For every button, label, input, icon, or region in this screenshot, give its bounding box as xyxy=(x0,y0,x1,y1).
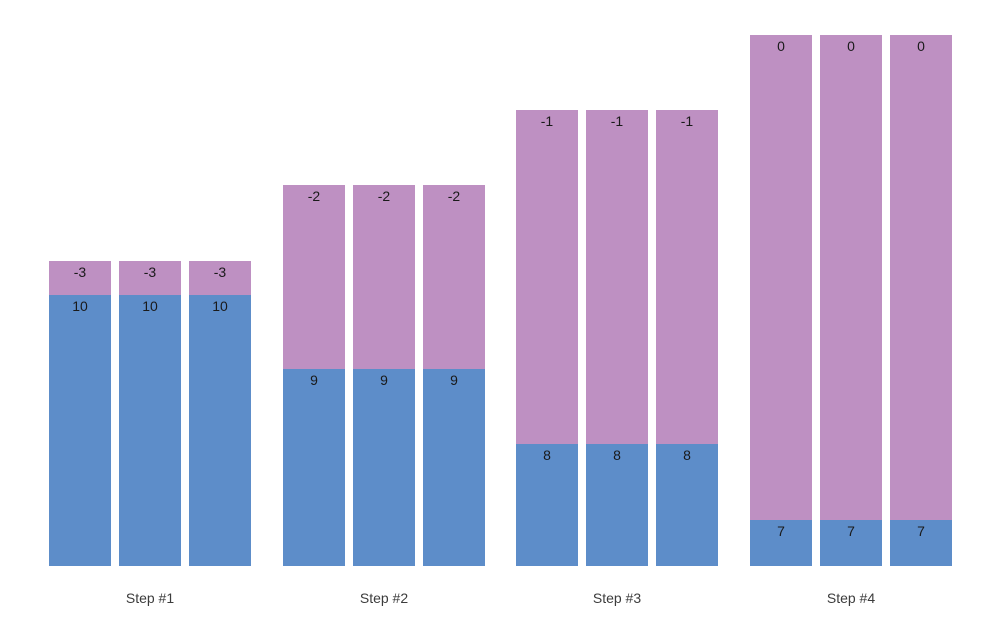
bar-lower-segment: 10 xyxy=(49,295,111,566)
lower-segment-value-label: 7 xyxy=(847,523,855,539)
bar-upper-segment: 0 xyxy=(820,35,882,520)
lower-segment-value-label: 7 xyxy=(777,523,785,539)
upper-segment-value-label: -1 xyxy=(680,113,694,129)
bar-lower-segment: 7 xyxy=(820,520,882,566)
bar-upper-segment: -2 xyxy=(353,185,415,369)
lower-segment-value-label: 10 xyxy=(142,298,158,314)
bar-lower-segment: 9 xyxy=(283,369,345,566)
bar-upper-segment: -3 xyxy=(49,261,111,295)
lower-segment-value-label: 8 xyxy=(543,447,551,463)
bar-lower-segment: 10 xyxy=(189,295,251,566)
x-category-label: Step #1 xyxy=(125,590,175,606)
x-category-label: Step #3 xyxy=(592,590,642,606)
bar-upper-segment: -2 xyxy=(423,185,485,369)
lower-segment-value-label: 8 xyxy=(613,447,621,463)
bar-upper-segment: -2 xyxy=(283,185,345,369)
bar-lower-segment: 8 xyxy=(656,444,718,566)
bar-lower-segment: 8 xyxy=(586,444,648,566)
bar-upper-segment: -1 xyxy=(656,110,718,444)
upper-segment-value-label: -2 xyxy=(447,188,461,204)
lower-segment-value-label: 9 xyxy=(310,372,318,388)
lower-segment-value-label: 7 xyxy=(917,523,925,539)
bar-lower-segment: 9 xyxy=(353,369,415,566)
bar-lower-segment: 10 xyxy=(119,295,181,566)
upper-segment-value-label: 0 xyxy=(847,38,855,54)
bar-lower-segment: 7 xyxy=(890,520,952,566)
upper-segment-value-label: -1 xyxy=(610,113,624,129)
upper-segment-value-label: 0 xyxy=(777,38,785,54)
lower-segment-value-label: 9 xyxy=(380,372,388,388)
bar-lower-segment: 8 xyxy=(516,444,578,566)
upper-segment-value-label: 0 xyxy=(917,38,925,54)
x-category-label: Step #2 xyxy=(359,590,409,606)
lower-segment-value-label: 10 xyxy=(212,298,228,314)
bar-upper-segment: 0 xyxy=(890,35,952,520)
bar-upper-segment: -1 xyxy=(516,110,578,444)
upper-segment-value-label: -1 xyxy=(540,113,554,129)
upper-segment-value-label: -3 xyxy=(143,264,157,280)
bar-upper-segment: -1 xyxy=(586,110,648,444)
lower-segment-value-label: 9 xyxy=(450,372,458,388)
bar-lower-segment: 9 xyxy=(423,369,485,566)
bar-upper-segment: -3 xyxy=(189,261,251,295)
upper-segment-value-label: -3 xyxy=(213,264,227,280)
upper-segment-value-label: -2 xyxy=(307,188,321,204)
upper-segment-value-label: -2 xyxy=(377,188,391,204)
bar-upper-segment: -3 xyxy=(119,261,181,295)
lower-segment-value-label: 10 xyxy=(72,298,88,314)
upper-segment-value-label: -3 xyxy=(73,264,87,280)
bar-lower-segment: 7 xyxy=(750,520,812,566)
x-category-label: Step #4 xyxy=(826,590,876,606)
bar-upper-segment: 0 xyxy=(750,35,812,520)
lower-segment-value-label: 8 xyxy=(683,447,691,463)
